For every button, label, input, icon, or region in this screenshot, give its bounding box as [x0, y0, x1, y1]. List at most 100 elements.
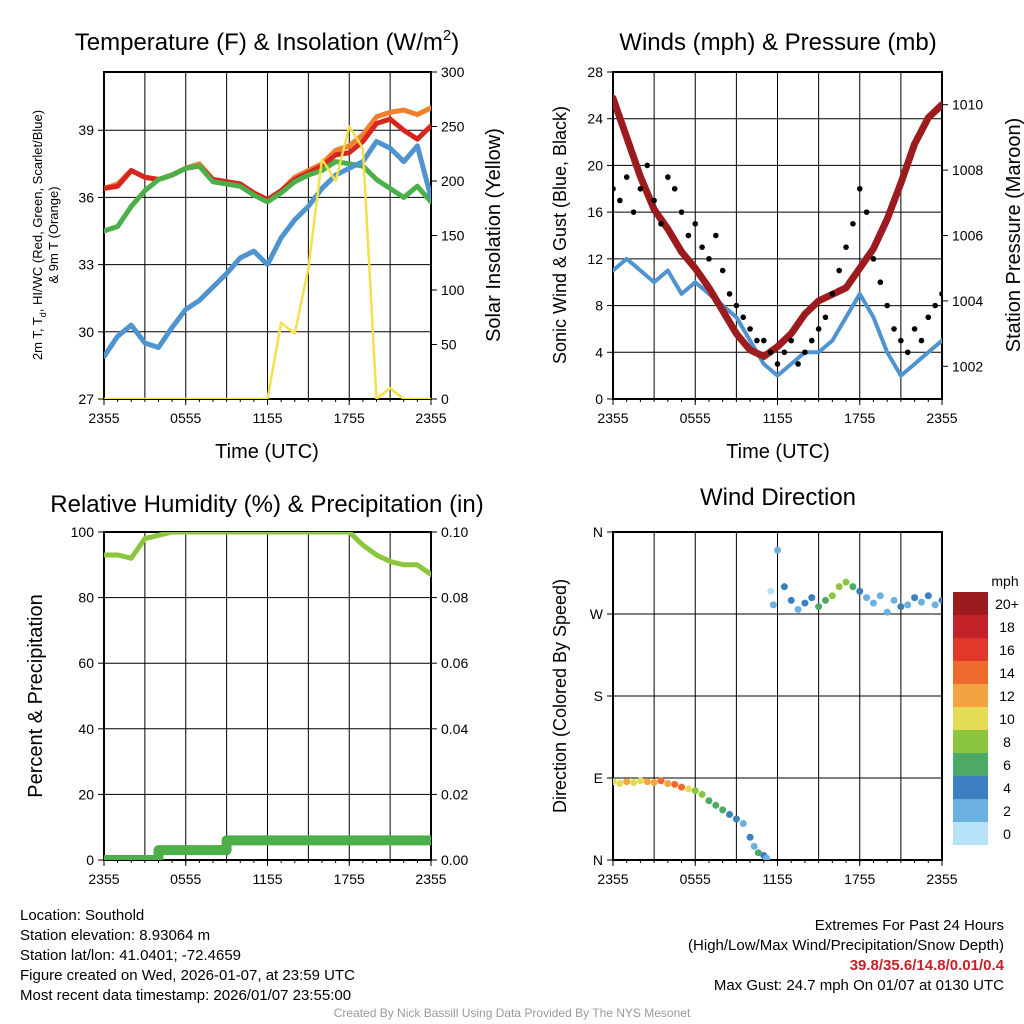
elevation: Station elevation: 8.93064 m: [20, 927, 211, 944]
y-tick-label: 30: [78, 324, 94, 340]
y-tick-label: W: [590, 606, 604, 622]
y2-tick-label: 150: [441, 228, 465, 244]
direction-point: [616, 779, 624, 787]
gust-point: [850, 221, 856, 227]
colorbar-swatch: [953, 661, 988, 684]
gust-point: [884, 302, 890, 309]
direction-point: [869, 599, 877, 607]
y-tick-label: 27: [78, 391, 94, 407]
y2-tick-label: 0: [441, 391, 449, 407]
y-tick-label: 36: [78, 189, 94, 205]
gust-point: [925, 314, 932, 321]
y-tick-label: 4: [595, 344, 603, 360]
y-tick-label: 39: [78, 122, 94, 138]
colorbar-swatch: [953, 730, 988, 753]
direction-point: [739, 820, 747, 828]
direction-point: [769, 601, 777, 609]
wind-chart-title: Winds (mph) & Pressure (mb): [619, 29, 936, 56]
x-tick-label: 2355: [926, 871, 957, 887]
max-gust: Max Gust: 24.7 mph On 01/07 at 0130 UTC: [713, 977, 1004, 994]
direction-point: [719, 806, 727, 814]
direction-point: [849, 583, 857, 591]
x-tick-label: 1755: [334, 871, 365, 887]
credit: Created By Nick Bassill Using Data Provi…: [333, 1006, 691, 1020]
gust-point: [774, 361, 781, 367]
series-sonic-wind: [613, 256, 942, 378]
temp-chart-title: Temperature (F) & Insolation (W/m2): [75, 27, 459, 56]
y2-tick-label: 0.00: [441, 852, 468, 868]
gust-point: [843, 244, 849, 250]
direction-point: [904, 601, 912, 609]
direction-point: [794, 605, 802, 613]
gust-point: [692, 221, 699, 227]
direction-point: [763, 854, 771, 860]
gust-point: [740, 314, 747, 321]
y2-tick-label: 250: [441, 119, 465, 135]
plot-frame: [612, 531, 943, 861]
direction-point: [787, 596, 795, 604]
x-tick-label: 1755: [334, 410, 365, 426]
x-tick-label: 1155: [252, 871, 282, 887]
panel-1: [607, 71, 948, 405]
rh-y-label: Percent & Precipitation: [25, 594, 47, 797]
lat-lon: Station lat/lon: 41.0401; -72.4659: [20, 947, 242, 964]
colorbar-swatch: [953, 822, 988, 845]
colorbar-label: 8: [1003, 734, 1011, 750]
panel-2: [98, 531, 437, 866]
y-tick-label: 24: [587, 111, 603, 127]
y-tick-label: 8: [595, 298, 603, 314]
direction-point: [897, 603, 905, 611]
direction-point: [801, 599, 809, 607]
gust-point: [719, 267, 726, 274]
series-station-pressure: [613, 94, 942, 360]
series-hi-wc: [104, 138, 431, 359]
y-tick-label: S: [594, 688, 603, 704]
y-tick-label: 16: [587, 204, 603, 220]
rh-chart-title: Relative Humidity (%) & Precipitation (i…: [50, 491, 483, 518]
temp-y-label-line2: & 9m T (Orange): [46, 186, 61, 283]
direction-point: [774, 546, 781, 554]
colorbar-label: 4: [1003, 780, 1011, 796]
direction-point: [931, 601, 939, 609]
series-td: [104, 159, 431, 234]
colorbar-label: 2: [1003, 803, 1011, 819]
direction-point: [630, 779, 638, 787]
gust-point: [802, 349, 808, 356]
y-tick-label: 20: [78, 786, 94, 802]
colorbar-label: 12: [999, 688, 1015, 704]
direction-point: [938, 596, 942, 604]
temp-y-label: 2m T, Td, HI/WC (Red, Green, Scarlet/Blu…: [30, 110, 48, 360]
colorbar-swatch: [953, 592, 988, 615]
extremes-legend: (High/Low/Max Wind/Precipitation/Snow De…: [688, 937, 1004, 954]
gust-point: [911, 326, 918, 332]
temp-y2-label: Solar Insolation (Yellow): [483, 128, 505, 342]
y-tick-label: 0: [86, 852, 94, 868]
direction-point: [643, 778, 651, 786]
x-tick-label: 2355: [88, 871, 119, 887]
gust-point: [754, 337, 760, 344]
colorbar-swatch: [953, 707, 988, 730]
colorbar-swatch: [953, 615, 988, 638]
x-tick-label: 0555: [170, 410, 201, 426]
gust-point: [747, 326, 753, 332]
gust-point: [685, 232, 692, 239]
series-relative-humidity: [104, 532, 431, 578]
y-tick-label: 100: [71, 524, 95, 540]
direction-point: [650, 779, 658, 787]
location: Location: Southold: [20, 907, 145, 924]
y-tick-label: E: [594, 770, 603, 786]
direction-point: [780, 583, 788, 591]
colorbar-title: mph: [991, 573, 1018, 589]
gust-point: [877, 279, 884, 286]
direction-point: [835, 583, 843, 591]
colorbar-swatch: [953, 684, 988, 707]
gust-point: [706, 256, 712, 262]
temp-x-label: Time (UTC): [215, 441, 319, 463]
direction-point: [664, 779, 672, 787]
wind-y-label: Sonic Wind & Gust (Blue, Black): [550, 106, 570, 364]
x-tick-label: 0555: [680, 410, 711, 426]
x-tick-label: 1155: [762, 871, 792, 887]
gust-point: [856, 185, 863, 192]
gust-point: [781, 349, 788, 356]
direction-point: [726, 810, 734, 818]
